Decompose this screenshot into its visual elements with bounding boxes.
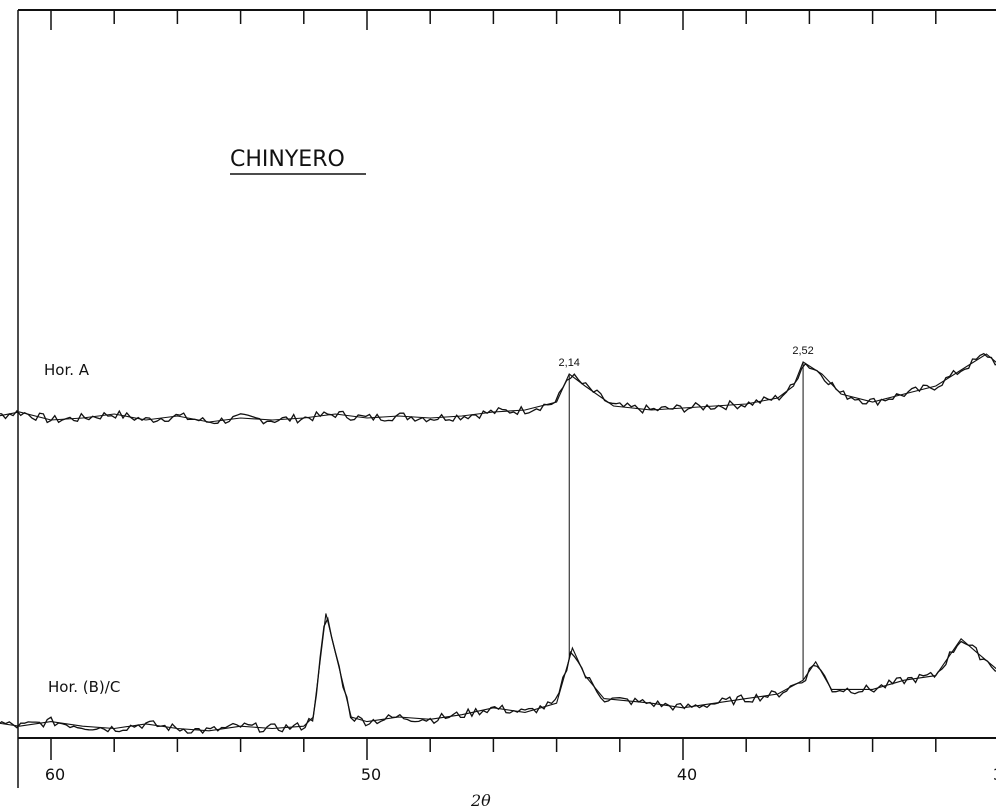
x-tick-label: 40 [677,765,697,784]
chart-title: CHINYERO [230,147,345,172]
x-tick-label: 50 [361,765,381,784]
x-tick-label: 30 [993,765,996,784]
diffraction-traces [0,352,996,735]
trace-1 [0,616,996,735]
peak-label: 2,14 [559,357,580,369]
bottom-tick-marks [50,738,937,760]
x-axis-title: 2θ [470,791,491,809]
trace-0 [0,352,996,425]
peak-connector-lines [568,362,804,681]
trace-peaks-0 [0,353,996,423]
peak-labels: 2,142,523,223,343,766,48 [559,345,814,369]
peak-label: 2,52 [792,345,813,357]
series-label-hor-bc: Hor. (B)/C [48,678,120,696]
series-label-hor-a: Hor. A [44,361,90,379]
trace-peaks-1 [0,613,996,732]
top-tick-marks [50,10,937,30]
x-tick-labels: 605040302010 [45,765,996,784]
x-tick-label: 60 [45,765,65,784]
